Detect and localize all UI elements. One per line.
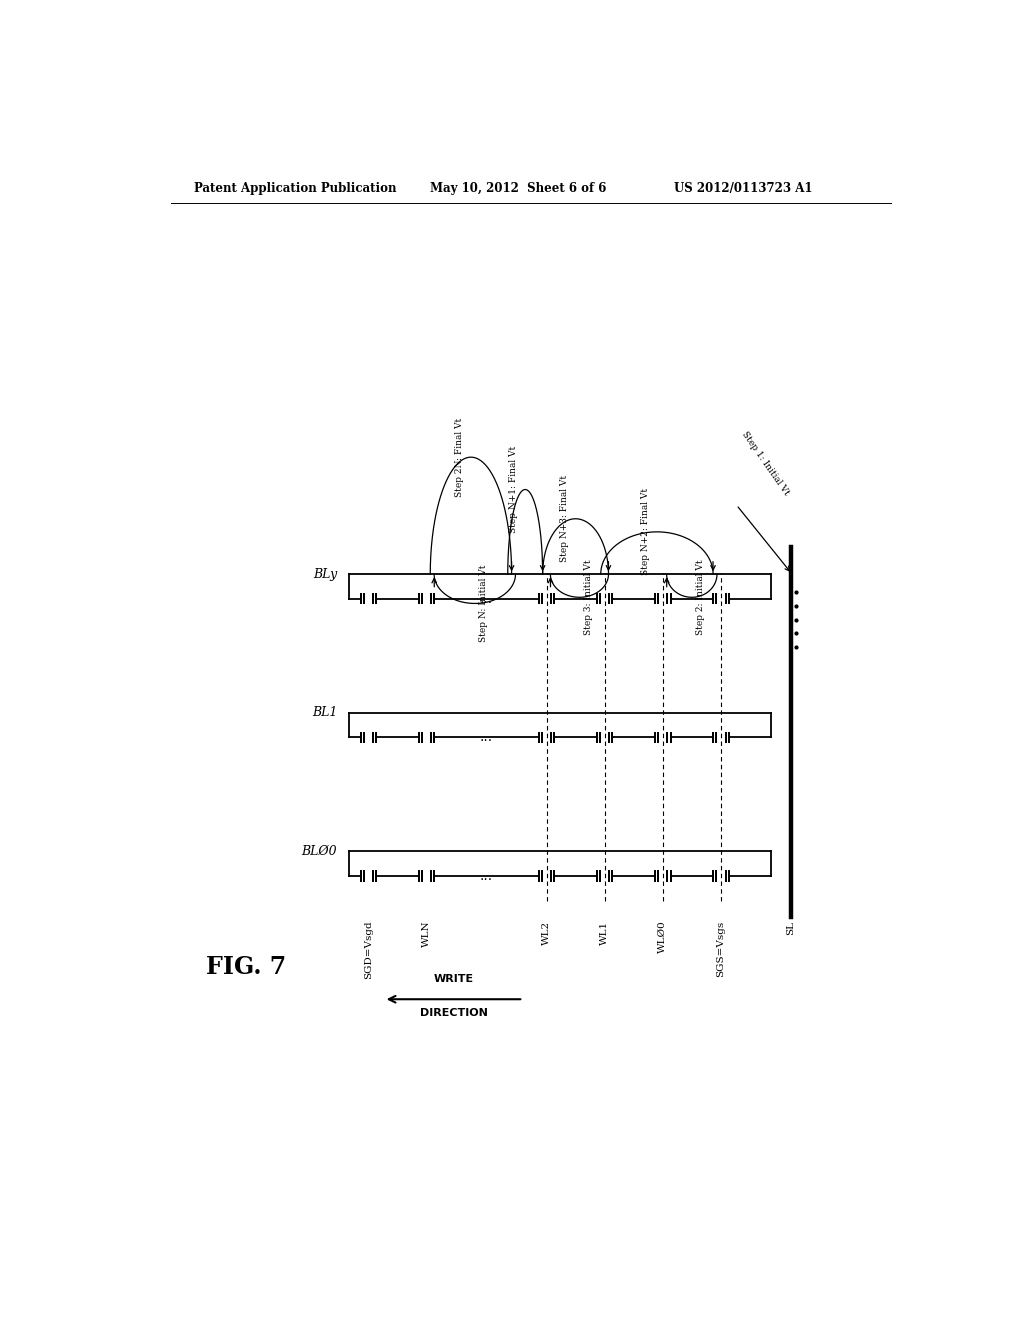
Text: ...: ... (480, 591, 493, 606)
Text: Step 2N: Final Vt: Step 2N: Final Vt (455, 417, 464, 496)
Text: Patent Application Publication: Patent Application Publication (194, 182, 396, 194)
Text: Step 1: Initial Vt: Step 1: Initial Vt (740, 430, 792, 498)
Text: US 2012/0113723 A1: US 2012/0113723 A1 (675, 182, 813, 194)
Text: May 10, 2012  Sheet 6 of 6: May 10, 2012 Sheet 6 of 6 (430, 182, 606, 194)
Text: BL1: BL1 (312, 706, 337, 719)
Text: BLØ0: BLØ0 (302, 845, 337, 858)
Text: SL: SL (786, 921, 795, 935)
Text: WLØ0: WLØ0 (658, 921, 668, 953)
Text: WL2: WL2 (542, 921, 551, 945)
Text: Step N+2: Final Vt: Step N+2: Final Vt (641, 488, 650, 576)
Text: Step 3: Initial Vt: Step 3: Initial Vt (584, 560, 593, 635)
Text: WL1: WL1 (600, 921, 609, 945)
Text: SGD=Vsgd: SGD=Vsgd (364, 921, 373, 979)
Text: FIG. 7: FIG. 7 (206, 954, 286, 979)
Text: BLy: BLy (313, 568, 337, 581)
Text: ...: ... (480, 730, 493, 744)
Text: Step 2: Initial Vt: Step 2: Initial Vt (696, 560, 706, 635)
Text: WLN: WLN (422, 921, 431, 948)
Text: DIRECTION: DIRECTION (420, 1008, 487, 1019)
Text: Step N+1: Final Vt: Step N+1: Final Vt (509, 446, 518, 533)
Text: Step N: Initial Vt: Step N: Initial Vt (479, 565, 488, 643)
Text: SGS=Vsgs: SGS=Vsgs (717, 921, 725, 977)
Text: Step N+3: Final Vt: Step N+3: Final Vt (560, 475, 568, 562)
Text: ...: ... (480, 869, 493, 883)
Text: WRITE: WRITE (433, 974, 473, 983)
